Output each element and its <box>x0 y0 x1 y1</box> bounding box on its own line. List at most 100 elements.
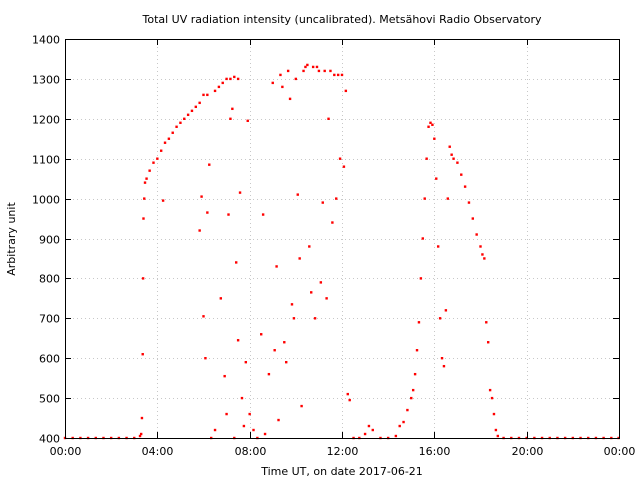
data-point <box>156 157 159 160</box>
data-point <box>206 93 209 97</box>
data-point <box>342 165 346 168</box>
x-tick-label: 00:00 <box>50 445 82 458</box>
data-point <box>329 69 332 73</box>
data-point <box>143 181 147 184</box>
data-point <box>442 364 446 368</box>
data-point <box>206 211 209 214</box>
y-tick-label: 1000 <box>32 194 60 207</box>
data-point <box>236 77 240 81</box>
data-point <box>338 157 342 160</box>
x-tick-label: 20:00 <box>512 445 544 458</box>
y-tick-label: 700 <box>39 313 60 326</box>
data-point <box>333 73 336 77</box>
y-tick-label: 1200 <box>32 114 60 127</box>
data-point <box>233 75 236 79</box>
data-point <box>225 77 228 81</box>
data-point <box>283 341 286 344</box>
data-point <box>213 428 217 432</box>
data-point <box>321 201 324 204</box>
data-point <box>279 73 282 77</box>
data-point <box>238 191 242 194</box>
data-point <box>306 63 309 67</box>
data-point <box>427 125 430 128</box>
data-point <box>202 93 205 97</box>
x-tick-label: 08:00 <box>235 445 267 458</box>
x-tick-label: 00:00 <box>604 445 636 458</box>
data-point <box>200 195 203 198</box>
data-point <box>186 113 190 117</box>
x-tick-labels: 00:00 04:00 08:00 12:00 16:00 20:00 00:00 <box>50 445 636 458</box>
data-point <box>260 333 263 336</box>
x-tick-label: 16:00 <box>419 445 451 458</box>
data-point <box>298 257 301 260</box>
grid-layer <box>65 39 619 438</box>
data-point <box>152 161 155 164</box>
data-point <box>433 137 436 140</box>
data-point <box>225 412 228 416</box>
data-point <box>300 404 303 408</box>
data-point <box>496 434 500 438</box>
data-point <box>248 412 251 416</box>
data-point <box>317 69 321 73</box>
data-point <box>448 145 451 148</box>
data-point <box>313 317 317 320</box>
data-point <box>363 432 367 436</box>
data-point <box>223 374 226 378</box>
data-point <box>236 339 240 342</box>
data-point <box>435 177 438 180</box>
data-point <box>425 157 428 160</box>
data-point <box>183 117 186 120</box>
y-tick-label: 1400 <box>32 34 60 47</box>
data-point <box>261 213 265 216</box>
data-point <box>340 73 344 77</box>
data-point <box>429 121 432 124</box>
data-point <box>411 388 415 392</box>
data-point <box>485 321 488 324</box>
y-tick-labels: 400 500 600 700 800 900 1000 1100 1200 1300 1400 <box>32 34 60 446</box>
y-tick-label: 500 <box>39 393 60 406</box>
data-point <box>227 213 230 216</box>
data-point <box>471 217 475 220</box>
data-point <box>285 360 288 364</box>
data-point <box>217 85 221 89</box>
data-point <box>311 65 315 69</box>
data-point <box>423 197 426 200</box>
data-point <box>290 303 294 306</box>
data-point <box>440 357 444 360</box>
data-point <box>145 177 148 180</box>
x-axis-label: Time UT, on date 2017-06-21 <box>260 465 423 478</box>
data-point <box>475 233 478 236</box>
data-point <box>204 357 207 360</box>
data-point <box>308 245 311 248</box>
y-tick-label: 1300 <box>32 74 60 87</box>
data-point <box>452 157 455 160</box>
y-tick-label: 400 <box>39 433 60 446</box>
data-point <box>402 420 405 424</box>
data-point <box>483 257 486 260</box>
data-point <box>348 398 351 402</box>
data-point <box>138 434 142 438</box>
data-point <box>219 297 223 300</box>
y-tick-label: 900 <box>39 234 60 247</box>
data-point <box>346 392 349 396</box>
data-point <box>163 141 167 144</box>
data-point <box>417 321 421 324</box>
data-point <box>221 81 224 85</box>
data-point <box>139 432 143 436</box>
data-point <box>302 69 305 73</box>
data-point <box>336 73 340 77</box>
data-point <box>315 65 319 69</box>
axis-ticks <box>65 39 620 439</box>
data-point <box>202 315 205 318</box>
data-point <box>171 131 174 134</box>
data-point <box>446 197 449 200</box>
data-point <box>421 237 424 240</box>
data-point <box>367 424 371 428</box>
data-point <box>494 428 498 432</box>
data-point <box>488 388 492 392</box>
data-point <box>141 353 144 356</box>
data-point <box>286 69 290 73</box>
data-point <box>235 261 238 264</box>
data-point <box>148 169 151 172</box>
